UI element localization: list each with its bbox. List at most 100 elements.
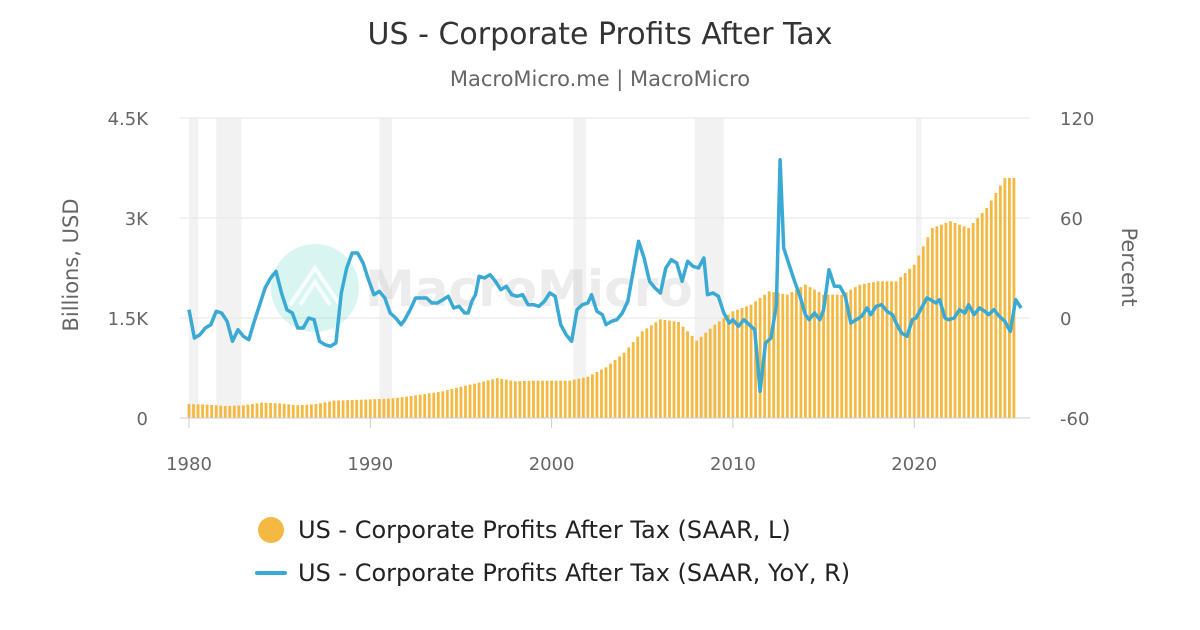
bar <box>622 352 626 418</box>
x-axis-ticks: 1980 1990 2000 2010 2020 <box>166 418 937 475</box>
bar <box>745 306 748 418</box>
bar <box>690 336 694 418</box>
bar <box>251 404 254 418</box>
bar <box>241 405 245 418</box>
bar <box>550 380 554 418</box>
bar <box>885 281 889 418</box>
bar <box>287 404 291 418</box>
legend-line-icon <box>255 570 287 575</box>
bar <box>414 395 418 418</box>
bar <box>672 321 676 418</box>
bar <box>536 380 540 418</box>
x-tick-label: 1980 <box>166 454 212 475</box>
bar <box>704 332 708 418</box>
bar <box>668 320 671 418</box>
y-left-tick-label: 0 <box>137 409 148 430</box>
bar <box>450 389 454 418</box>
bar <box>377 399 381 418</box>
bar <box>350 400 354 418</box>
bar <box>831 294 835 418</box>
bar <box>210 405 214 418</box>
recession-band-0 <box>189 118 199 418</box>
bar <box>1012 178 1016 418</box>
bar <box>232 405 236 418</box>
y-right-tick-label: 0 <box>1060 309 1071 330</box>
bar <box>695 340 699 418</box>
bar <box>532 380 535 418</box>
bar <box>862 283 866 418</box>
bar <box>926 237 930 418</box>
bar <box>722 318 726 418</box>
bar <box>994 193 998 418</box>
bar <box>849 289 853 418</box>
bar <box>341 400 345 418</box>
legend-item-bars[interactable]: US - Corporate Profits After Tax (SAAR, … <box>255 508 850 551</box>
bar <box>785 294 789 418</box>
bar <box>545 380 549 418</box>
bar <box>486 380 490 418</box>
bar <box>767 291 771 418</box>
x-tick-label: 2000 <box>529 454 575 475</box>
bar <box>595 372 599 418</box>
bar <box>314 404 318 418</box>
bar <box>264 402 268 418</box>
y-left-tick-label: 3K <box>125 209 149 230</box>
bar <box>319 403 322 418</box>
bar <box>436 392 440 418</box>
bar <box>432 392 436 418</box>
bar <box>944 223 948 418</box>
recession-band-1 <box>216 118 242 418</box>
bar <box>681 326 685 418</box>
bar <box>427 393 431 418</box>
bar <box>872 282 875 418</box>
bar <box>930 228 934 418</box>
bar <box>214 405 218 418</box>
y-left-axis-ticks: 0 1.5K 3K 4.5K <box>108 109 150 430</box>
bar <box>822 294 825 418</box>
bar <box>840 294 844 418</box>
bar <box>260 402 263 418</box>
recession-band-2 <box>379 118 393 418</box>
bar <box>613 360 617 418</box>
bar <box>387 398 390 418</box>
watermark-mountain-icon <box>288 264 342 307</box>
bar <box>373 399 377 418</box>
bar <box>500 378 504 418</box>
bar <box>609 363 612 418</box>
bar <box>726 314 730 418</box>
bar <box>953 223 957 418</box>
bar <box>459 386 463 418</box>
bar <box>962 226 966 418</box>
bar <box>708 328 712 418</box>
bar <box>418 394 422 418</box>
y-right-axis-title: Percent <box>1117 227 1141 306</box>
bar <box>513 381 517 418</box>
legend-item-line[interactable]: US - Corporate Profits After Tax (SAAR, … <box>255 551 850 594</box>
bar <box>894 281 898 418</box>
bar <box>631 342 635 418</box>
bar <box>541 380 544 418</box>
legend-label-line: US - Corporate Profits After Tax (SAAR, … <box>298 558 851 587</box>
bar <box>192 404 195 418</box>
bar <box>309 404 313 418</box>
bar <box>663 320 667 418</box>
bar <box>291 404 295 418</box>
bar <box>563 380 567 418</box>
legend-circle-icon <box>258 516 284 543</box>
bar <box>749 304 753 418</box>
bar <box>473 383 476 418</box>
bar <box>890 281 893 418</box>
bar <box>636 336 640 418</box>
bar <box>649 325 653 418</box>
bar <box>477 382 481 418</box>
bar <box>255 403 259 418</box>
bar <box>713 324 717 418</box>
bar <box>581 377 585 418</box>
bar <box>645 328 649 418</box>
bar <box>835 294 839 418</box>
bar <box>776 293 780 418</box>
x-tick-label: 2020 <box>891 454 937 475</box>
bar <box>677 322 680 418</box>
